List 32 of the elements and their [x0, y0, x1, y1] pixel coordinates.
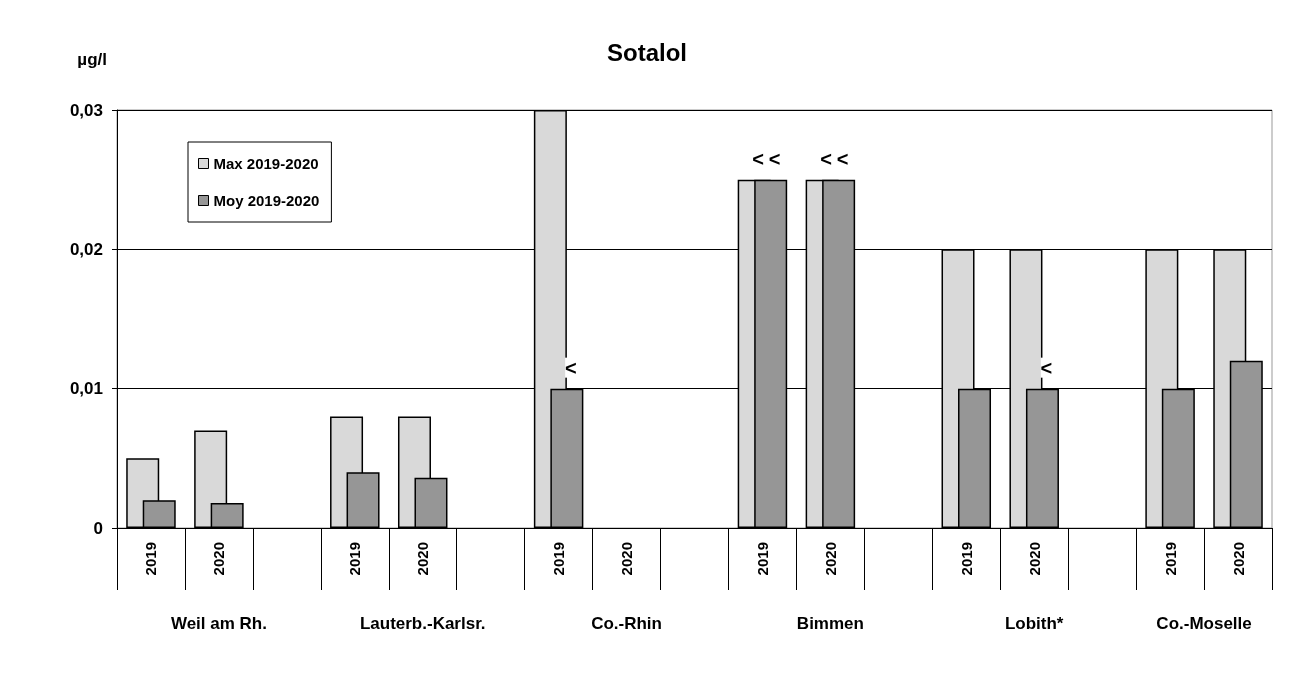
x-tick-label: 2020 [821, 542, 839, 576]
x-tick-label: 2019 [753, 542, 771, 576]
x-tick-label: 2019 [1161, 542, 1179, 576]
text: Co.-Rhin [591, 613, 662, 633]
x-tick-label: 2019 [346, 542, 364, 576]
y-tick-label: 0,02 [69, 239, 103, 259]
x-tick-label: 2019 [142, 542, 160, 576]
data-label: < [820, 147, 832, 170]
text: Co.-Moselle [1156, 613, 1252, 633]
y-axis-title: µg/l [77, 50, 107, 69]
data-label: < [1040, 356, 1053, 379]
legend-label: Moy 2019-2020 [213, 192, 320, 209]
x-tick-label: 2019 [550, 542, 568, 576]
text: Bimmen [796, 613, 864, 633]
x-tick-label: 2020 [1025, 542, 1043, 576]
y-tick-label: 0,01 [69, 379, 103, 399]
data-label: < [768, 147, 781, 170]
text: Weil am Rh. [170, 613, 267, 633]
x-tick-label: 2020 [414, 542, 432, 576]
x-tick-label: 2020 [618, 542, 636, 576]
text: Lauterb.-Karlsr. [359, 613, 486, 633]
data-label: < [836, 147, 849, 170]
y-tick-label: 0,03 [69, 100, 103, 120]
text: Lobith* [1004, 613, 1064, 633]
x-tick-label: 2020 [1229, 542, 1247, 576]
y-tick-label: 0 [93, 518, 103, 538]
x-tick-label: 2020 [210, 542, 228, 576]
x-tick-label: 2019 [957, 542, 975, 576]
legend-label: Max 2019-2020 [213, 155, 319, 172]
data-label: < [752, 147, 765, 170]
data-label: < [565, 356, 577, 379]
chart-title: Sotalol [606, 38, 688, 66]
